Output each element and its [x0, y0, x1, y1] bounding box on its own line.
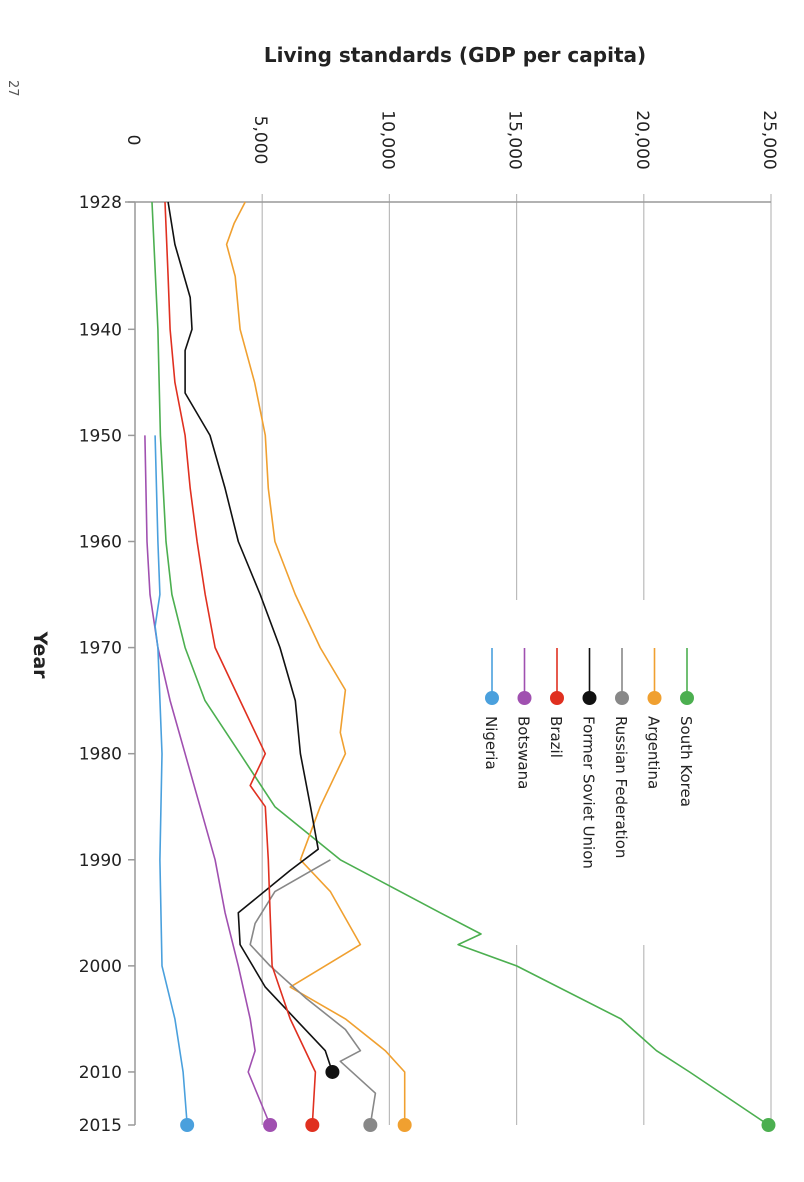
legend-label: Former Soviet Union [580, 716, 598, 869]
page-number: 27 [5, 80, 20, 97]
x-tick-label: 2015 [79, 1116, 122, 1136]
legend-label: Nigeria [482, 716, 500, 770]
y-tick-label: 0 [123, 135, 143, 146]
legend-entry: Botswana [515, 716, 533, 789]
y-tick-label-group: 25,000 [759, 110, 779, 169]
x-tick-label: 1960 [79, 532, 122, 552]
series-end-marker [180, 1118, 195, 1132]
legend-marker [615, 691, 629, 705]
legend-marker [485, 691, 499, 705]
chart-title: Living standards (GDP per capita) [264, 43, 646, 67]
legend-entry: Former Soviet Union [580, 716, 598, 869]
legend-entry: Russian Federation [612, 716, 630, 858]
y-tick-label-group: 15,000 [505, 110, 525, 169]
series-end-marker [325, 1064, 340, 1079]
x-tick-label: 1990 [79, 851, 122, 871]
x-tick-label: 1950 [79, 426, 122, 446]
series-line-brazil [164, 201, 317, 1126]
y-tick-label: 15,000 [505, 110, 525, 169]
y-tick-label-group: 0 [123, 135, 143, 146]
x-tick-label: 2010 [79, 1063, 122, 1083]
y-tick-label: 25,000 [759, 110, 779, 169]
legend-marker [550, 691, 564, 705]
series-end-marker [761, 1118, 776, 1132]
x-tick-label: 1970 [79, 639, 122, 659]
x-tick-label: 1928 [79, 193, 122, 213]
y-tick-label-group: 20,000 [632, 110, 652, 169]
legend-label: Argentina [645, 716, 663, 789]
series-end-marker [397, 1118, 412, 1132]
series-end-marker [305, 1118, 320, 1132]
legend-marker [680, 691, 694, 705]
series-end-marker [363, 1118, 378, 1132]
x-tick-label: 2000 [79, 957, 122, 977]
legend-marker [647, 691, 662, 705]
legend-label: Russian Federation [612, 716, 630, 858]
series-line-argentina [225, 201, 406, 1125]
x-tick-label: 1980 [79, 745, 122, 765]
legend-entry: South Korea [677, 716, 695, 807]
x-axis-label: Year [29, 630, 51, 679]
legend-label: Botswana [515, 716, 533, 789]
y-tick-label: 10,000 [377, 110, 397, 169]
y-tick-label-group: 10,000 [377, 110, 397, 169]
series-line-former-soviet-union [167, 201, 334, 1073]
series-end-marker [263, 1118, 278, 1132]
x-tick-label: 1940 [79, 320, 122, 340]
legend-marker [517, 691, 532, 705]
legend-entry: Nigeria [482, 716, 500, 770]
series-line-russian-federation [249, 859, 377, 1126]
series-line-nigeria [154, 435, 188, 1126]
y-tick-label: 20,000 [632, 110, 652, 169]
series-line-south-korea [151, 201, 769, 1126]
legend-label: Brazil [547, 716, 565, 758]
legend-marker [582, 691, 597, 705]
legend-entry: Argentina [645, 716, 663, 789]
legend-entry: Brazil [547, 716, 565, 758]
y-tick-label: 5,000 [250, 116, 270, 165]
series-line-botswana [144, 435, 271, 1126]
legend-label: South Korea [677, 716, 695, 807]
y-tick-label-group: 5,000 [250, 116, 270, 165]
